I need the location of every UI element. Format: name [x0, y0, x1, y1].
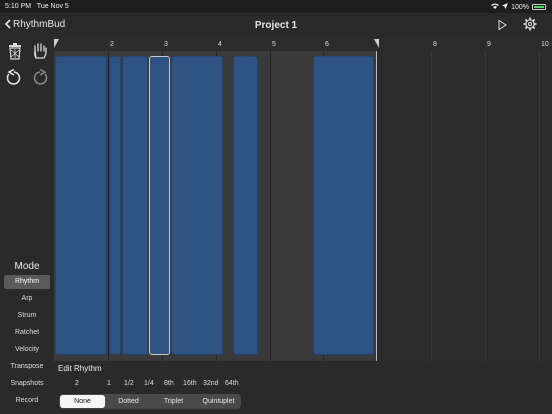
undo-icon[interactable]	[5, 68, 23, 87]
status-time: 5:10 PM	[5, 3, 32, 10]
duration-1[interactable]: 1	[107, 380, 111, 387]
note-block[interactable]	[122, 56, 149, 355]
modifier-quintuplet[interactable]: Quintuplet	[202, 398, 235, 405]
mode-arp[interactable]: Arp	[21, 295, 33, 302]
hand-icon[interactable]	[31, 42, 49, 60]
page-title: Project 1	[254, 20, 298, 31]
loop-start-marker[interactable]	[54, 39, 59, 48]
note-block[interactable]	[108, 56, 122, 355]
nav-bar: RhythmBud Project 1	[0, 13, 552, 38]
sidebar: Mode Rhythm Arp Strum Ratchet Velocity T…	[0, 38, 54, 414]
edit-rhythm-panel: Edit Rhythm 2 1 1/2 1/4 8th 16th 32nd 64…	[54, 361, 552, 414]
bar-line	[539, 51, 540, 361]
duration-16th[interactable]: 16th	[183, 380, 197, 387]
mode-velocity[interactable]: Velocity	[14, 346, 40, 353]
note-block-selected[interactable]	[149, 56, 170, 355]
out-of-loop-area	[376, 51, 552, 361]
note-block[interactable]	[232, 56, 259, 355]
loop-end-line	[376, 51, 377, 361]
duration-64th[interactable]: 64th	[225, 380, 239, 387]
battery-percent: 100%	[511, 3, 529, 11]
loop-end-marker[interactable]	[374, 39, 379, 48]
mode-snapshots[interactable]: Snapshots	[10, 380, 44, 387]
mode-ratchet[interactable]: Ratchet	[14, 329, 40, 336]
redo-icon[interactable]	[31, 68, 49, 87]
ruler-label-3: 3	[164, 41, 168, 48]
duration-8th[interactable]: 8th	[164, 380, 174, 387]
ruler-label-8: 8	[433, 41, 437, 48]
modifier-dotted[interactable]: Dotted	[118, 398, 139, 405]
duration-32nd[interactable]: 32nd	[203, 380, 219, 387]
status-bar: 5:10 PM Tue Nov 5 100%	[0, 0, 552, 13]
ruler-label-9: 9	[487, 41, 491, 48]
rhythm-track[interactable]	[54, 51, 552, 361]
bar-line	[485, 51, 486, 361]
modifier-triplet[interactable]: Triplet	[163, 398, 184, 405]
mode-rhythm[interactable]: Rhythm	[4, 275, 50, 289]
mode-title: Mode	[14, 261, 40, 272]
duration-half[interactable]: 1/2	[124, 380, 134, 387]
ruler-label-10: 10	[541, 41, 549, 48]
play-icon[interactable]	[496, 18, 508, 31]
timeline-ruler[interactable]: 2 3 4 5 6 8 9 10	[54, 38, 552, 51]
gear-icon[interactable]	[523, 17, 537, 31]
ruler-label-5: 5	[272, 41, 276, 48]
duration-quarter[interactable]: 1/4	[144, 380, 154, 387]
status-left: 5:10 PM Tue Nov 5	[5, 3, 69, 10]
ruler-label-6: 6	[325, 41, 329, 48]
bar-line	[270, 51, 271, 361]
trash-icon[interactable]	[6, 42, 24, 60]
back-label: RhythmBud	[13, 18, 66, 30]
mode-transpose[interactable]: Transpose	[10, 363, 44, 370]
note-block[interactable]	[55, 56, 107, 355]
bar-line	[431, 51, 432, 361]
duration-2[interactable]: 2	[75, 380, 79, 387]
modifier-none[interactable]: None	[60, 395, 105, 408]
bar-line	[108, 51, 109, 361]
mode-record[interactable]: Record	[15, 397, 39, 404]
mode-strum[interactable]: Strum	[17, 312, 37, 319]
ruler-label-2: 2	[110, 41, 114, 48]
battery-icon	[532, 4, 546, 10]
back-button[interactable]: RhythmBud	[4, 18, 66, 30]
status-right: 100%	[491, 3, 546, 11]
modifier-segmented-control: None Dotted Triplet Quintuplet	[59, 394, 241, 409]
ruler-label-4: 4	[218, 41, 222, 48]
location-icon	[502, 3, 509, 11]
chevron-left-icon	[4, 18, 11, 30]
edit-title: Edit Rhythm	[58, 364, 102, 373]
note-block[interactable]	[313, 56, 375, 355]
status-date: Tue Nov 5	[36, 3, 69, 10]
note-block[interactable]	[170, 56, 224, 355]
wifi-icon	[491, 3, 500, 11]
